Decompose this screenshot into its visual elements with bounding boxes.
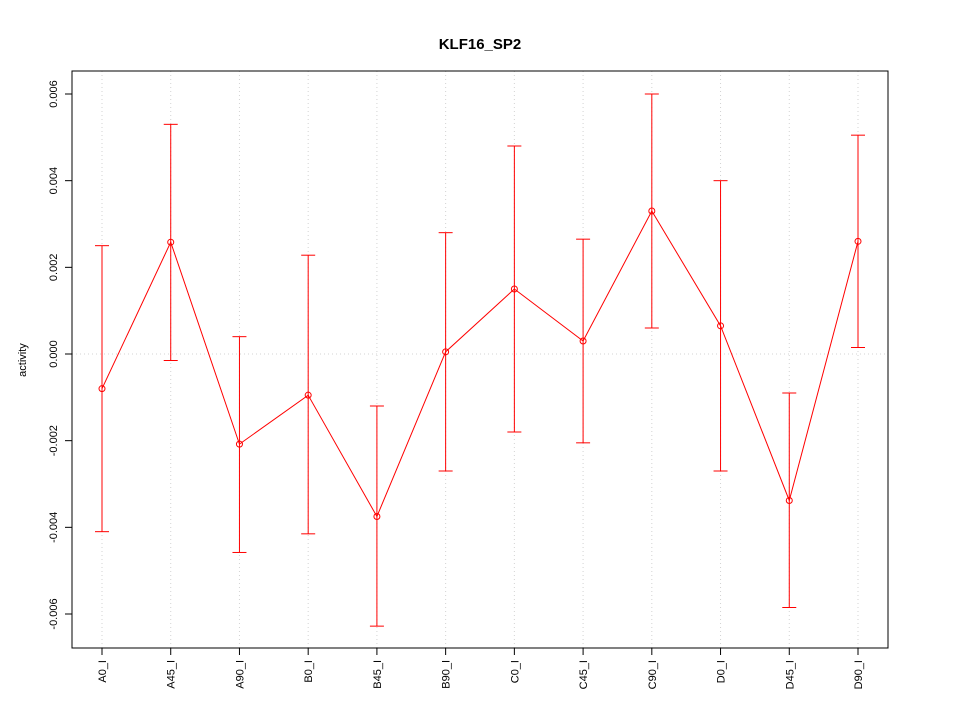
- x-tick-label: B45_I: [372, 660, 384, 689]
- data-point: [235, 440, 243, 448]
- grid-layer: [72, 71, 888, 648]
- x-tick-label: B90_I: [441, 660, 453, 689]
- series-layer: [95, 93, 865, 627]
- data-point: [373, 513, 381, 520]
- y-tick-label: 0.004: [48, 167, 60, 195]
- x-tick-label: A0_I: [97, 660, 109, 683]
- y-tick-label: 0.006: [48, 80, 60, 108]
- y-tick-label: -0.006: [48, 598, 60, 629]
- data-point: [648, 207, 656, 215]
- data-point: [785, 496, 793, 504]
- y-tick-label: -0.004: [48, 512, 60, 543]
- data-point: [98, 385, 106, 393]
- y-tick-label: -0.002: [48, 425, 60, 456]
- x-tick-label: D45_I: [784, 660, 796, 689]
- x-tick-label: C0_I: [509, 660, 521, 683]
- x-tick-label: B0_I: [303, 660, 315, 683]
- series-line: [101, 209, 859, 518]
- data-point: [717, 322, 725, 330]
- x-tick-label: D0_I: [716, 660, 728, 683]
- x-tick-label: C90_I: [647, 660, 659, 689]
- y-tick-label: 0.000: [48, 340, 60, 368]
- data-point: [167, 238, 175, 246]
- y-axis-label: activity: [17, 343, 29, 377]
- chart-title: KLF16_SP2: [439, 36, 522, 53]
- x-tick-label: C45_I: [578, 660, 590, 689]
- x-tick-label: D90_I: [853, 660, 865, 689]
- data-point: [304, 391, 312, 399]
- y-tick-label: 0.002: [48, 254, 60, 282]
- data-point: [579, 337, 587, 345]
- data-point: [510, 285, 518, 293]
- data-point: [442, 348, 450, 356]
- x-tick-label: A45_I: [166, 660, 178, 689]
- x-tick-label: A90_I: [234, 660, 246, 689]
- plot-frame: [71, 70, 889, 649]
- data-point: [854, 237, 862, 245]
